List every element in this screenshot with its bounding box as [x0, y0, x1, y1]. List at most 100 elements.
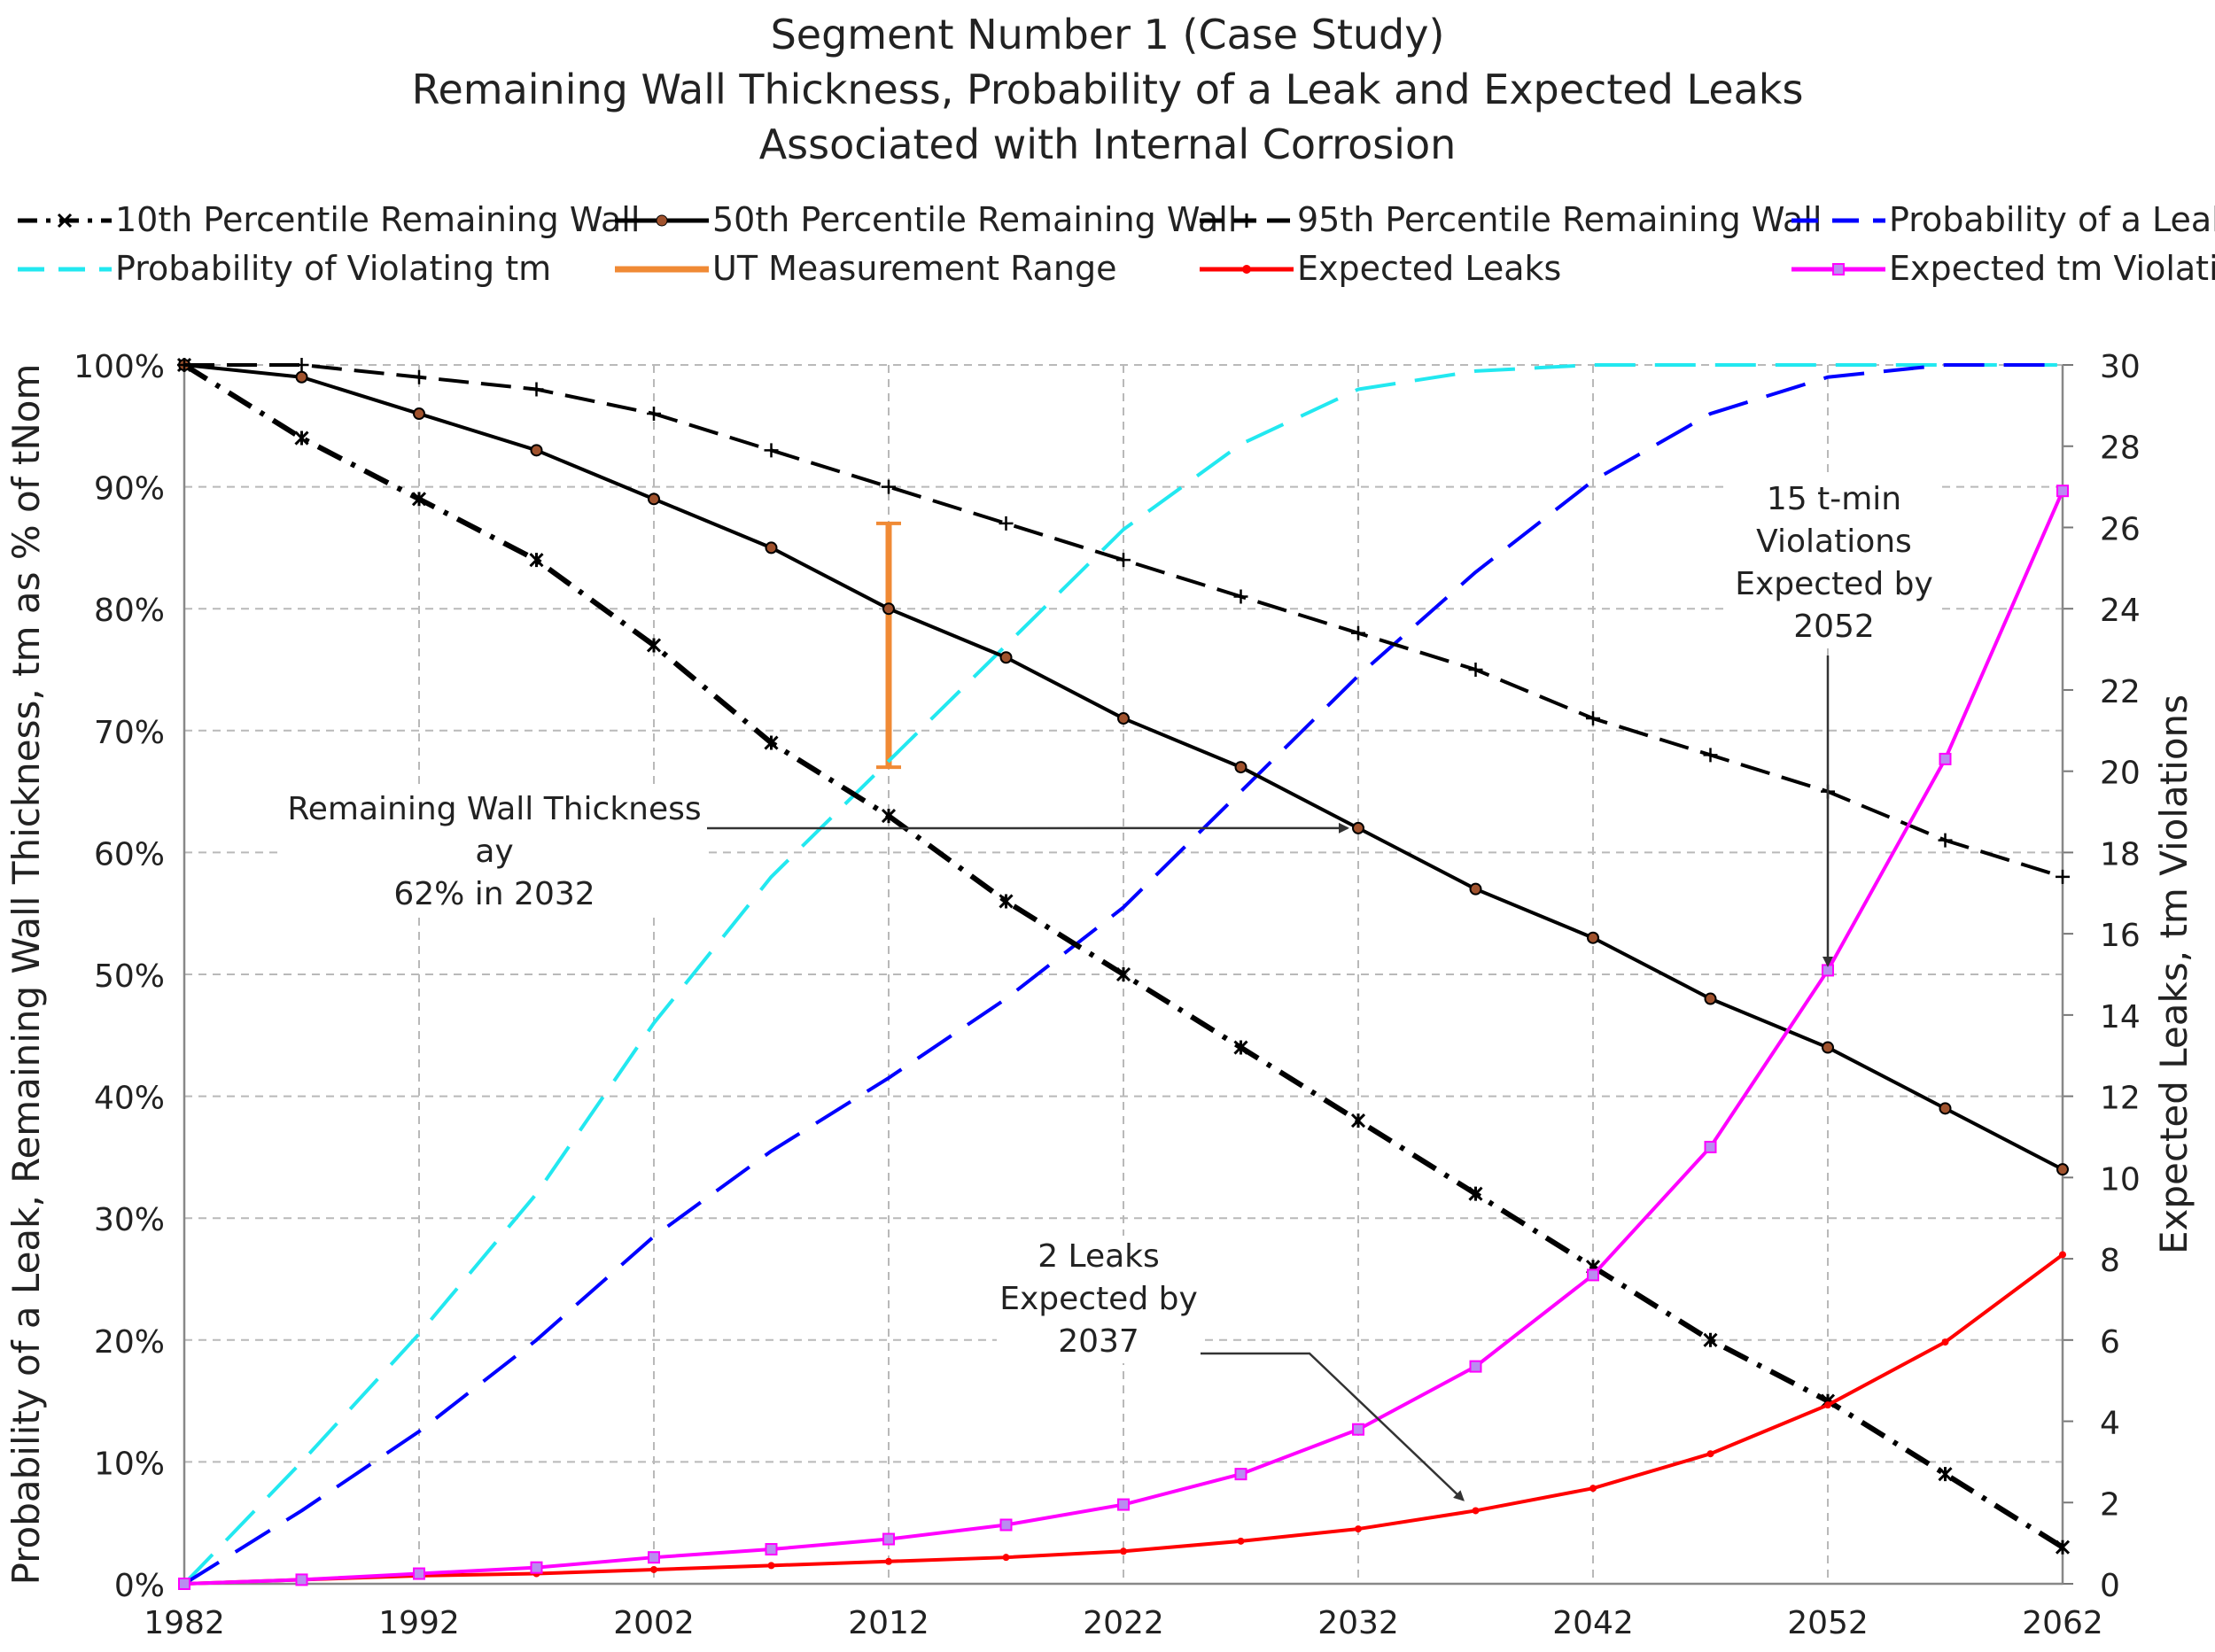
legend-label: Expected Leaks: [1297, 249, 1562, 288]
expected-tm-violations-point: [999, 1518, 1013, 1532]
y-right-tick-label: 14: [2100, 999, 2141, 1035]
y-right-tick-label: 10: [2100, 1161, 2141, 1198]
y-right-tick-label: 2: [2100, 1486, 2120, 1523]
series-probability-of-a-leak: [183, 363, 2063, 1586]
expected-tm-violations-point: [1704, 1140, 1717, 1153]
series-50th-percentile-remaining-wall: [178, 359, 2069, 1176]
50th-percentile-remaining-wall-point: [1117, 712, 1130, 725]
legend-swatch: [615, 266, 709, 273]
95th-percentile-remaining-wall-point: [177, 358, 191, 372]
expected-leaks-point: [1472, 1507, 1480, 1515]
expected-tm-violations-point: [2056, 485, 2069, 498]
50th-percentile-remaining-wall-point: [1469, 882, 1482, 896]
y-left-tick-label: 90%: [94, 471, 165, 508]
expected-leaks-point: [1355, 1525, 1362, 1533]
50th-percentile-remaining-wall-point: [1939, 1102, 1952, 1115]
title-line-2: Remaining Wall Thickness, Probability of…: [411, 66, 1804, 113]
10th-percentile-remaining-wall-point: [1350, 1113, 1366, 1128]
series-expected-tm-violations: [178, 485, 2069, 1590]
50th-percentile-remaining-wall-point: [413, 407, 425, 421]
y-right-tick-label: 4: [2100, 1406, 2120, 1442]
series-line-probability-of-a-leak: [183, 363, 2063, 1586]
annotation-tm-violations: 15 t-min Violations Expected by 2052: [1728, 478, 1940, 648]
title-line-3: Associated with Internal Corrosion: [758, 120, 1457, 168]
y-right-tick-label: 30: [2100, 349, 2141, 385]
95th-percentile-remaining-wall-point: [1938, 833, 1953, 848]
x-tick-label: 2022: [1083, 1605, 1164, 1641]
expected-leaks-point: [1824, 1401, 1831, 1409]
y-right-tick-label: 6: [2100, 1324, 2120, 1361]
50th-percentile-remaining-wall-point: [1822, 1041, 1834, 1054]
expected-tm-violations-point: [1587, 1268, 1599, 1282]
95th-percentile-remaining-wall-point: [1351, 625, 1365, 640]
10th-percentile-remaining-wall-point: [1938, 1467, 1953, 1482]
y-right-axis-label: Expected Leaks, tm Violations: [2152, 694, 2196, 1254]
legend-label: Probability of a Leak: [1889, 200, 2215, 239]
arrow-expected-leaks: [1201, 1352, 1465, 1501]
y-right-tick-label: 20: [2100, 756, 2141, 792]
expected-leaks-point: [1589, 1485, 1597, 1493]
50th-percentile-remaining-wall-point: [882, 602, 895, 616]
50th-percentile-remaining-wall-point: [765, 541, 778, 555]
series-10th-percentile-remaining-wall: [176, 357, 2071, 1555]
50th-percentile-remaining-wall-point: [1704, 992, 1717, 1005]
10th-percentile-remaining-wall-point: [764, 735, 779, 750]
10th-percentile-remaining-wall-point: [529, 553, 544, 568]
series-95th-percentile-remaining-wall: [177, 358, 2070, 884]
x-tick-label: 2032: [1317, 1605, 1399, 1641]
legend-label: Probability of Violating tm: [115, 249, 552, 288]
legend-label: 10th Percentile Remaining Wall: [115, 200, 641, 239]
legend-label: Expected tm Violations: [1889, 249, 2215, 288]
expected-tm-violations-point: [178, 1578, 190, 1590]
10th-percentile-remaining-wall-point: [881, 809, 897, 824]
y-left-tick-label: 60%: [94, 836, 165, 873]
y-right-tick-label: 16: [2100, 918, 2141, 954]
y-right-tick-label: 12: [2100, 1081, 2141, 1117]
50th-percentile-remaining-wall-point: [530, 444, 543, 457]
95th-percentile-remaining-wall-point: [647, 407, 661, 422]
50th-percentile-remaining-wall-point: [999, 651, 1013, 664]
expected-leaks-point: [767, 1562, 775, 1570]
10th-percentile-remaining-wall-point: [999, 894, 1014, 909]
expected-tm-violations-point: [1939, 752, 1952, 765]
50th-percentile-remaining-wall-point: [1234, 761, 1247, 774]
annotation-leaks-line-2: Expected by: [999, 1281, 1198, 1317]
y-left-tick-label: 10%: [94, 1446, 165, 1482]
y-left-tick-label: 40%: [94, 1081, 165, 1117]
10th-percentile-remaining-wall-point: [1703, 1332, 1718, 1347]
95th-percentile-remaining-wall-point: [1468, 663, 1483, 677]
y-left-tick-label: 50%: [94, 958, 165, 995]
legend-swatch: [1200, 265, 1294, 274]
annotation-wall-line-2: 62% in 2032: [393, 876, 595, 912]
x-tick-label: 1982: [144, 1605, 225, 1641]
y-right-tick-label: 28: [2100, 430, 2141, 467]
annotation-leaks-line-1: 2 Leaks: [1038, 1238, 1160, 1275]
expected-leaks-point: [1706, 1450, 1714, 1458]
expected-leaks-point: [1237, 1537, 1245, 1545]
50th-percentile-remaining-wall-point: [648, 492, 660, 506]
expected-tm-violations-point: [1352, 1423, 1364, 1436]
y-right-tick-label: 18: [2100, 836, 2141, 873]
legend-swatch: [1791, 263, 1885, 275]
legend-label: 95th Percentile Remaining Wall: [1297, 200, 1823, 239]
expected-tm-violations-point: [295, 1573, 308, 1586]
expected-tm-violations-point: [1469, 1360, 1482, 1373]
10th-percentile-remaining-wall-point: [1468, 1186, 1483, 1201]
95th-percentile-remaining-wall-point: [1233, 589, 1248, 604]
expected-tm-violations-point: [413, 1567, 425, 1580]
x-tick-label: 2042: [1552, 1605, 1634, 1641]
chart-title: Segment Number 1 (Case Study) Remaining …: [0, 7, 2215, 172]
50th-percentile-remaining-wall-point: [2056, 1163, 2069, 1176]
95th-percentile-remaining-wall-point: [294, 358, 309, 372]
10th-percentile-remaining-wall-point: [646, 638, 662, 653]
ut-measurement-range: [876, 521, 901, 770]
annotation-arrows: [706, 655, 1833, 1501]
95th-percentile-remaining-wall-point: [529, 382, 544, 397]
expected-leaks-point: [1120, 1547, 1127, 1555]
95th-percentile-remaining-wall-point: [2056, 869, 2070, 884]
y-left-tick-label: 0%: [114, 1568, 165, 1604]
50th-percentile-remaining-wall-point: [1587, 931, 1599, 944]
expected-leaks-point: [885, 1557, 892, 1565]
legend-label: 50th Percentile Remaining Wall: [712, 200, 1238, 239]
annotation-wall-line-1: Remaining Wall Thickness ay: [287, 791, 702, 870]
